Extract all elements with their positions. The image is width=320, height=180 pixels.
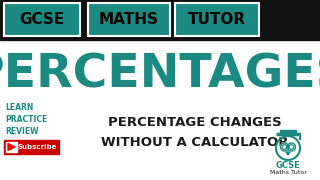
Polygon shape (286, 152, 290, 155)
Circle shape (281, 143, 289, 151)
Circle shape (282, 145, 287, 149)
Bar (88, 3, 170, 36)
Text: TUTOR: TUTOR (188, 12, 246, 27)
Bar (0, 0, 320, 40)
Text: REVIEW: REVIEW (5, 127, 38, 136)
Text: WITHOUT A CALCULATOR: WITHOUT A CALCULATOR (101, 136, 289, 148)
Bar (4, 3, 80, 36)
Bar (280, 130, 296, 134)
Circle shape (289, 145, 294, 149)
Text: MATHS: MATHS (99, 12, 159, 27)
Text: Maths Tutor: Maths Tutor (269, 170, 307, 174)
Text: PRACTICE: PRACTICE (5, 114, 47, 123)
Text: LEARN: LEARN (5, 102, 33, 111)
Circle shape (291, 146, 292, 148)
Text: GCSE: GCSE (276, 161, 300, 170)
Bar (175, 3, 259, 36)
Text: PERCENTAGE CHANGES: PERCENTAGE CHANGES (108, 116, 282, 129)
Text: PERCENTAGES: PERCENTAGES (0, 53, 320, 98)
Polygon shape (8, 143, 15, 150)
Bar (6, 142, 17, 152)
Bar (4, 140, 59, 154)
Circle shape (287, 143, 295, 151)
Text: Subscribe: Subscribe (17, 144, 57, 150)
Text: GCSE: GCSE (20, 12, 65, 27)
Circle shape (284, 146, 285, 148)
